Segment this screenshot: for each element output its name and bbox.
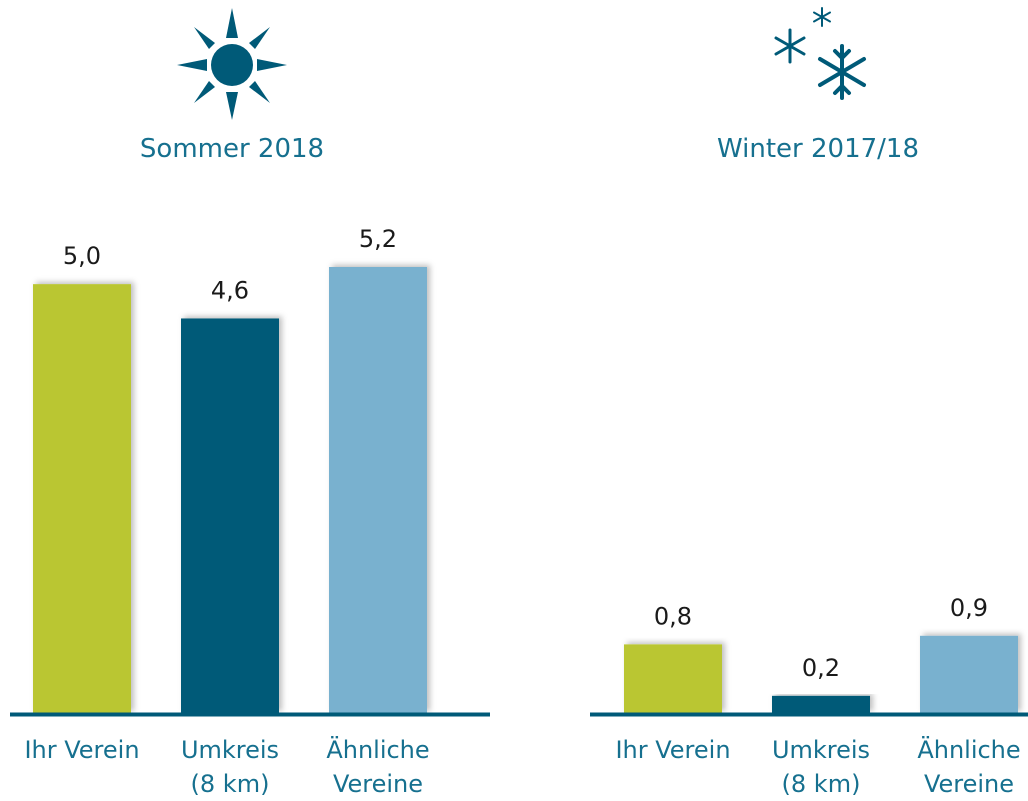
x-tick-label: Ähnliche Vereine xyxy=(917,735,1020,798)
x-tick-label: Ähnliche Vereine xyxy=(326,735,429,798)
x-tick-label: Ihr Verein xyxy=(615,736,730,764)
bar xyxy=(920,635,1018,713)
x-tick-label: Umkreis (8 km) xyxy=(772,736,870,798)
value-label: 0,2 xyxy=(802,654,840,682)
value-label: 0,9 xyxy=(950,594,988,622)
bar xyxy=(329,267,427,713)
bar xyxy=(772,695,870,713)
bar xyxy=(33,284,131,713)
x-tick-label: Ihr Verein xyxy=(24,736,139,764)
snow-icon xyxy=(774,7,866,100)
value-label: 0,8 xyxy=(654,602,692,630)
value-label: 5,2 xyxy=(359,225,397,253)
value-label: 5,0 xyxy=(63,242,101,270)
x-tick-label: Umkreis (8 km) xyxy=(181,736,279,798)
sun-icon xyxy=(177,8,287,120)
bar xyxy=(181,318,279,713)
chart-title: Sommer 2018 xyxy=(140,134,324,164)
chart-title: Winter 2017/18 xyxy=(717,134,919,164)
bar xyxy=(624,644,722,713)
value-label: 4,6 xyxy=(211,276,249,304)
